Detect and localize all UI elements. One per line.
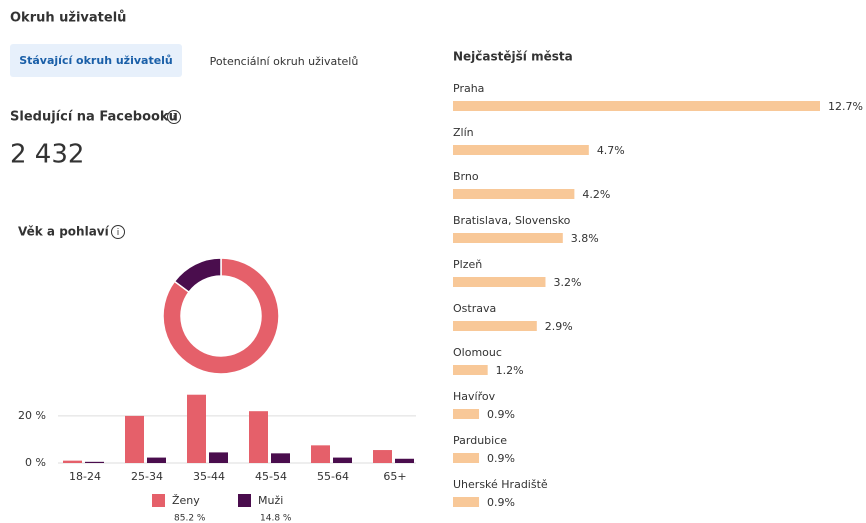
tab[interactable]: Potenciální okruh uživatelů — [210, 55, 359, 68]
x-tick-label: 35-44 — [193, 470, 225, 483]
donut-slice — [162, 257, 280, 375]
value-label: 12.7% — [828, 100, 863, 113]
value-label: 4.2% — [582, 188, 610, 201]
city-name: Zlín — [453, 126, 474, 139]
city-name: Ostrava — [453, 302, 496, 315]
bar — [453, 145, 589, 155]
bar — [249, 411, 268, 463]
bar — [147, 457, 166, 463]
city-name: Brno — [453, 170, 479, 183]
y-tick-label: 20 % — [18, 409, 46, 422]
value-label: 3.2% — [553, 276, 581, 289]
bar — [271, 453, 290, 463]
age-gender-title: Věk a pohlaví — [18, 225, 110, 239]
y-tick-label: 0 % — [25, 456, 46, 469]
followers-value: 2 432 — [10, 140, 84, 170]
bar — [333, 457, 352, 463]
cities-title: Nejčastější města — [453, 50, 573, 64]
legend-swatch — [152, 494, 165, 507]
value-label: 0.9% — [487, 496, 515, 509]
info-icon[interactable] — [167, 110, 181, 124]
legend-swatch — [238, 494, 251, 507]
value-label: 1.2% — [496, 364, 524, 377]
bar — [453, 497, 480, 507]
bar — [63, 460, 82, 463]
bar — [85, 461, 104, 463]
bar — [453, 101, 820, 111]
value-label: 4.7% — [597, 144, 625, 157]
x-tick-label: 65+ — [383, 470, 406, 483]
bar — [395, 458, 414, 463]
bar — [125, 415, 144, 463]
x-tick-label: 55-64 — [317, 470, 349, 483]
city-name: Olomouc — [453, 346, 502, 359]
legend-percent: 14.8 % — [260, 514, 292, 523]
value-label: 0.9% — [487, 408, 515, 421]
section-title: Okruh uživatelů — [10, 11, 126, 26]
city-name: Bratislava, Slovensko — [453, 214, 571, 227]
city-name: Plzeň — [453, 258, 482, 271]
bar — [453, 409, 480, 419]
bar — [453, 321, 537, 331]
city-name: Uherské Hradiště — [453, 478, 548, 491]
bar — [453, 233, 563, 243]
tab-active-bg[interactable] — [10, 44, 182, 77]
legend-label: Muži — [258, 494, 283, 507]
info-icon[interactable] — [111, 225, 125, 239]
value-label: 3.8% — [571, 232, 599, 245]
city-name: Praha — [453, 82, 484, 95]
legend-label: Ženy — [172, 494, 200, 507]
bar — [187, 394, 206, 463]
bar — [453, 189, 575, 199]
tab-active[interactable]: Stávající okruh uživatelů — [19, 54, 173, 67]
bar — [453, 365, 488, 375]
x-tick-label: 18-24 — [69, 470, 101, 483]
value-label: 2.9% — [545, 320, 573, 333]
legend-percent: 85.2 % — [174, 514, 206, 523]
bar — [453, 453, 480, 463]
city-name: Pardubice — [453, 434, 507, 447]
followers-label: Sledující na Facebooku — [10, 110, 178, 125]
bar — [373, 450, 392, 463]
bar — [311, 445, 330, 463]
x-tick-label: 45-54 — [255, 470, 287, 483]
info-icon-i: i — [173, 113, 176, 123]
donut-slice — [173, 257, 222, 294]
bar — [209, 452, 228, 463]
x-tick-label: 25-34 — [131, 470, 163, 483]
city-name: Havířov — [453, 390, 496, 403]
info-icon-i: i — [117, 228, 120, 238]
value-label: 0.9% — [487, 452, 515, 465]
bar — [453, 277, 546, 287]
